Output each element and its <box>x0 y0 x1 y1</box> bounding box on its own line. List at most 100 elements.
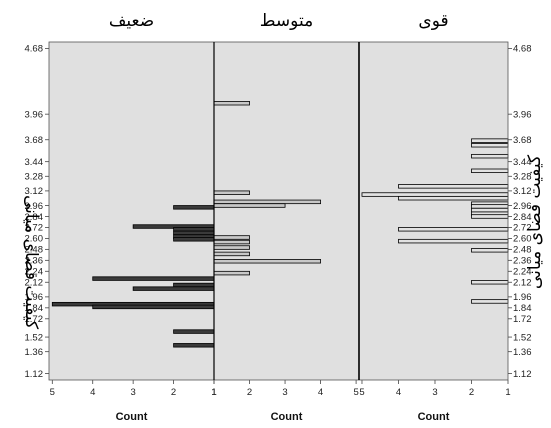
bar-panel2-8 <box>213 251 250 257</box>
y-tick-label-right-13: 2.24 <box>513 267 532 278</box>
bars-layer <box>51 101 509 348</box>
bar-panel1-7 <box>92 276 215 281</box>
y-tick-label-left-3: 3.68 <box>25 135 44 146</box>
y-tick-label-right-19: 1.36 <box>513 347 532 358</box>
y-tick-label-right-17: 1.72 <box>513 314 532 325</box>
y-tick-label-right-6: 3.12 <box>513 186 532 197</box>
bar-panel1-8 <box>173 282 215 288</box>
x-tick-label-panel2-1: 1 <box>211 387 216 398</box>
panel-title-2: متوسط <box>260 11 313 31</box>
y-tick-label-right-8: 2.84 <box>513 212 532 223</box>
y-tick-label-right-14: 2.12 <box>513 278 532 289</box>
x-tick-label-panel3-1: 5 <box>359 387 364 398</box>
x-axis-title-panel3: Count <box>418 411 450 423</box>
bar-panel1-3 <box>173 227 215 232</box>
panel-background-1 <box>49 42 214 380</box>
x-tick-label-panel3-4: 2 <box>469 387 474 398</box>
y-tick-label-left-20: 1.12 <box>25 369 44 380</box>
bar-panel3-4 <box>471 168 509 174</box>
y-tick-label-left-11: 2.48 <box>25 245 44 256</box>
y-tick-label-right-2: 3.96 <box>513 109 532 120</box>
y-tick-label-left-19: 1.36 <box>25 347 44 358</box>
y-tick-label-right-18: 1.52 <box>513 332 532 343</box>
y-tick-label-right-16: 1.84 <box>513 303 532 314</box>
y-tick-label-right-4: 3.44 <box>513 157 532 168</box>
y-tick-label-left-16: 1.84 <box>25 303 44 314</box>
x-tick-label-panel1-4: 2 <box>171 387 176 398</box>
bar-panel3-14 <box>398 238 509 244</box>
bar-panel3-5 <box>398 184 509 189</box>
bar-panel2-5 <box>213 235 250 240</box>
x-tick-label-panel3-2: 4 <box>396 387 401 398</box>
y-tick-label-right-1: 4.68 <box>513 44 532 55</box>
bar-panel3-12 <box>471 214 509 219</box>
x-tick-label-panel1-2: 4 <box>90 387 95 398</box>
bar-panel2-6 <box>213 239 250 245</box>
y-tick-label-left-6: 3.12 <box>25 186 44 197</box>
panel-title-1: ضعیف <box>109 11 154 31</box>
y-tick-label-right-15: 1.96 <box>513 292 532 303</box>
x-tick-label-panel3-3: 3 <box>432 387 437 398</box>
bar-panel1-1 <box>173 205 215 210</box>
bar-panel1-9 <box>132 286 215 291</box>
y-tick-label-left-7: 2.96 <box>25 201 44 212</box>
x-tick-label-panel1-3: 3 <box>131 387 136 398</box>
y-axis-label-right: کیفیت فضای میانی <box>525 154 545 289</box>
bar-panel2-2 <box>213 190 250 195</box>
bar-panel3-3 <box>471 153 509 159</box>
bar-panel2-4 <box>213 203 286 208</box>
y-tick-label-right-9: 2.72 <box>513 223 532 234</box>
y-tick-label-right-10: 2.60 <box>513 234 532 245</box>
plot-frame <box>48 41 509 381</box>
y-tick-label-left-5: 3.28 <box>25 172 44 183</box>
x-axis-title-panel1: Count <box>116 411 148 423</box>
bar-panel3-1 <box>471 138 509 143</box>
y-tick-label-right-11: 2.48 <box>513 245 532 256</box>
x-tick-label-panel2-5: 5 <box>353 387 358 398</box>
bar-panel3-9 <box>471 204 509 209</box>
y-tick-label-left-2: 3.96 <box>25 109 44 120</box>
y-tick-label-left-13: 2.24 <box>25 267 44 278</box>
panel-title-3: قوی <box>418 11 448 31</box>
y-tick-label-right-7: 2.96 <box>513 201 532 212</box>
x-tick-label-panel2-4: 4 <box>318 387 323 398</box>
x-tick-label-panel2-3: 3 <box>282 387 287 398</box>
bar-panel3-6 <box>361 192 509 197</box>
bar-panel2-7 <box>213 245 250 250</box>
panel-background-2 <box>214 42 359 380</box>
y-tick-label-left-9: 2.72 <box>25 223 44 234</box>
bar-panel1-13 <box>173 343 215 348</box>
x-tick-label-panel3-5: 1 <box>505 387 510 398</box>
x-tick-label-panel1-1: 5 <box>50 387 55 398</box>
y-axis-label-left: کیفیت فضای میانی <box>21 195 41 330</box>
x-tick-label-panel2-2: 2 <box>247 387 252 398</box>
bar-panel3-17 <box>471 299 509 304</box>
y-tick-label-left-4: 3.44 <box>25 157 44 168</box>
bar-panel3-7 <box>398 196 509 201</box>
y-tick-label-left-12: 2.36 <box>25 256 44 267</box>
bar-panel3-2 <box>471 143 509 148</box>
bar-panel1-12 <box>173 329 215 334</box>
y-tick-label-left-18: 1.52 <box>25 332 44 343</box>
bar-panel1-6 <box>173 237 215 242</box>
panels-layer: ضعیف متوسط قوی <box>49 11 508 380</box>
y-tick-label-left-8: 2.84 <box>25 212 44 223</box>
bar-panel2-9 <box>213 259 321 264</box>
y-tick-label-left-15: 1.96 <box>25 292 44 303</box>
y-tick-label-left-14: 2.12 <box>25 278 44 289</box>
y-tick-label-right-3: 3.68 <box>513 135 532 146</box>
y-tick-label-left-10: 2.60 <box>25 234 44 245</box>
y-tick-label-right-20: 1.12 <box>513 369 532 380</box>
bar-panel1-4 <box>173 230 215 236</box>
bar-panel2-1 <box>213 101 250 106</box>
x-axis-title-panel2: Count <box>271 411 303 423</box>
y-tick-label-right-5: 3.28 <box>513 172 532 183</box>
y-tick-label-right-12: 2.36 <box>513 256 532 267</box>
y-tick-label-left-17: 1.72 <box>25 314 44 325</box>
bar-panel3-16 <box>471 280 509 285</box>
bar-panel2-3 <box>213 199 321 205</box>
bar-panel3-15 <box>471 248 509 253</box>
bar-panel2-10 <box>213 270 250 276</box>
